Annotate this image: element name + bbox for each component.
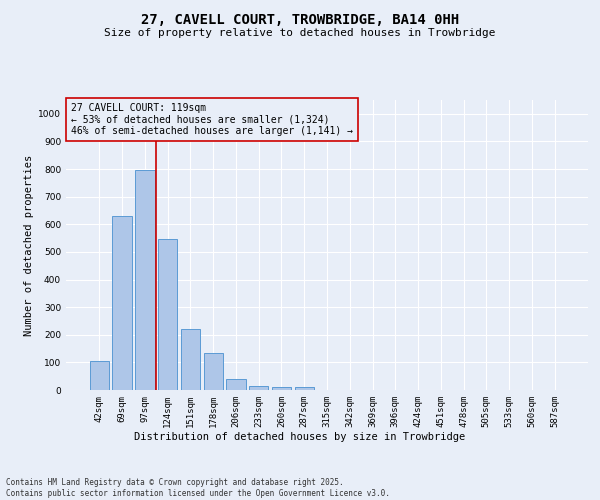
Bar (90, 361, 109, 390)
Bar (272, 387, 291, 390)
Bar (112, 216, 132, 390)
Bar (203, 352, 223, 390)
Text: Size of property relative to detached houses in Trowbridge: Size of property relative to detached ho… (104, 28, 496, 38)
Text: Contains HM Land Registry data © Crown copyright and database right 2025.
Contai: Contains HM Land Registry data © Crown c… (6, 478, 390, 498)
Text: Distribution of detached houses by size in Trowbridge: Distribution of detached houses by size … (134, 432, 466, 442)
Text: 27 CAVELL COURT: 119sqm
← 53% of detached houses are smaller (1,324)
46% of semi: 27 CAVELL COURT: 119sqm ← 53% of detache… (71, 103, 353, 136)
Bar (226, 379, 245, 390)
Bar (181, 329, 200, 390)
Y-axis label: Number of detached properties: Number of detached properties (24, 154, 34, 336)
Bar (295, 387, 314, 390)
Bar (158, 240, 178, 390)
Text: 27, CAVELL COURT, TROWBRIDGE, BA14 0HH: 27, CAVELL COURT, TROWBRIDGE, BA14 0HH (141, 12, 459, 26)
Bar (135, 170, 155, 390)
Bar (249, 386, 268, 390)
